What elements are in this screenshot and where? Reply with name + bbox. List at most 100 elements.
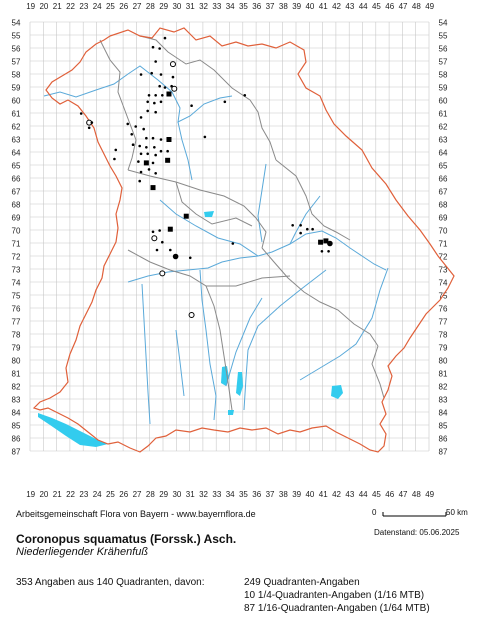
occurrence-sixteenth: [299, 231, 302, 235]
count-sixteenth-quadrant: 87 1/16-Quadranten-Angaben (1/64 MTB): [244, 603, 430, 614]
occurrence-sixteenth: [155, 248, 159, 252]
scale-label-start: 0: [372, 508, 377, 517]
y-label-left: 63: [12, 136, 21, 145]
y-label-left: 72: [12, 253, 21, 262]
district-line-niederbayern: [261, 247, 379, 347]
occurrence-quadrant: [167, 226, 173, 232]
x-label-bottom: 28: [146, 490, 155, 499]
y-label-left: 79: [12, 344, 21, 353]
scientific-name: Coronopus squamatus (Forssk.) Asch.: [16, 532, 237, 546]
occurrence-sixteenth: [151, 161, 155, 165]
y-label-left: 54: [12, 19, 21, 28]
lake-bodensee: [38, 413, 108, 447]
x-label-top: 24: [93, 2, 102, 11]
occurrence-quadrant: [150, 185, 156, 191]
y-label-right: 79: [439, 344, 448, 353]
y-label-right: 69: [439, 214, 448, 223]
y-label-right: 56: [439, 45, 448, 54]
x-label-bottom: 49: [425, 490, 434, 499]
river-wertach: [175, 329, 185, 397]
x-label-top: 31: [186, 2, 195, 11]
x-label-bottom: 47: [399, 490, 408, 499]
grid-labels: 19 19 20 20 21 21 22 22 23 23 24 24 25 25 26 26 27 27 28 28…: [12, 2, 448, 499]
x-label-top: 33: [212, 2, 221, 11]
occurrence-sixteenth: [130, 133, 134, 136]
occurrence-sixteenth: [154, 153, 157, 157]
occurrence-quadrant: [165, 157, 171, 163]
occurrence-sixteenth: [291, 224, 294, 227]
occurrence-quadrant: [143, 160, 149, 166]
occurrence-sixteenth: [188, 256, 192, 260]
occurrence-sixteenth: [154, 172, 157, 175]
y-label-left: 85: [12, 422, 21, 431]
occurrence-sixteenth: [138, 179, 142, 183]
x-label-top: 27: [133, 2, 142, 11]
occurrence-sixteenth: [203, 135, 207, 139]
data-date: Datenstand: 05.06.2025: [374, 528, 460, 537]
occurrence-historic: [151, 235, 158, 242]
x-label-top: 47: [399, 2, 408, 11]
y-label-right: 76: [439, 305, 448, 314]
records-summary: 353 Angaben aus 140 Quadranten, davon:: [16, 577, 205, 588]
occurrence-sixteenth: [113, 157, 116, 161]
river-inn: [299, 267, 389, 381]
occurrence-sixteenth: [146, 152, 149, 156]
y-label-left: 73: [12, 266, 21, 275]
occurrence-sixteenth: [163, 36, 167, 40]
occurrence-sixteenth: [159, 73, 163, 76]
x-label-top: 36: [252, 2, 261, 11]
occurrence-sixteenth: [151, 136, 155, 140]
x-label-top: 30: [172, 2, 181, 11]
occurrence-historic: [169, 61, 176, 68]
river-isar: [243, 269, 327, 411]
occurrence-quadrant: [318, 239, 324, 245]
x-label-top: 48: [412, 2, 421, 11]
occurrence-sixteenth: [147, 94, 151, 97]
occurrence-quadrant: [166, 137, 172, 142]
x-label-bottom: 32: [199, 490, 208, 499]
credit-line: Arbeitsgemeinschaft Flora von Bayern - w…: [16, 509, 256, 519]
x-label-bottom: 36: [252, 490, 261, 499]
x-label-top: 45: [372, 2, 381, 11]
occurrence-sixteenth: [305, 227, 309, 231]
y-label-left: 59: [12, 84, 21, 93]
y-label-right: 60: [439, 97, 448, 106]
occurrence-sixteenth: [147, 168, 151, 171]
y-label-right: 84: [439, 409, 448, 418]
y-label-right: 80: [439, 357, 448, 366]
y-label-left: 56: [12, 45, 21, 54]
occurrence-sixteenth: [134, 125, 138, 128]
river-danube: [127, 230, 387, 283]
occurrence-sixteenth: [163, 86, 167, 89]
y-label-right: 78: [439, 331, 448, 340]
y-label-right: 86: [439, 435, 448, 444]
district-line-oberbayern-north: [206, 275, 291, 287]
y-label-right: 87: [439, 448, 448, 457]
occurrence-sixteenth: [169, 248, 172, 252]
y-label-left: 82: [12, 383, 21, 392]
x-label-bottom: 42: [332, 490, 341, 499]
y-label-right: 70: [439, 227, 448, 236]
x-label-top: 44: [359, 2, 368, 11]
occurrence-sixteenth: [151, 45, 155, 49]
occurrence-sixteenth: [190, 104, 193, 107]
y-label-left: 83: [12, 396, 21, 405]
occurrence-sixteenth: [161, 240, 164, 244]
x-label-bottom: 46: [385, 490, 394, 499]
x-label-bottom: 31: [186, 490, 195, 499]
common-name: Niederliegender Krähenfuß: [16, 546, 149, 558]
occurrence-sixteenth: [299, 224, 302, 227]
x-label-bottom: 33: [212, 490, 221, 499]
district-line-mittelfranken: [127, 169, 267, 249]
x-label-bottom: 25: [106, 490, 115, 499]
occurrence-quadrant: [166, 91, 172, 97]
occurrence-sixteenth: [87, 126, 91, 130]
scale-label-end: 50 km: [446, 508, 468, 517]
district-line-nuernberg: [175, 181, 253, 227]
y-label-right: 66: [439, 175, 448, 184]
lake-starnberger-see: [236, 372, 243, 396]
occurrence-sixteenth: [153, 101, 156, 105]
occurrence-sixteenth: [146, 109, 149, 113]
occurrence-sixteenth: [161, 94, 164, 97]
y-label-right: 57: [439, 58, 448, 67]
